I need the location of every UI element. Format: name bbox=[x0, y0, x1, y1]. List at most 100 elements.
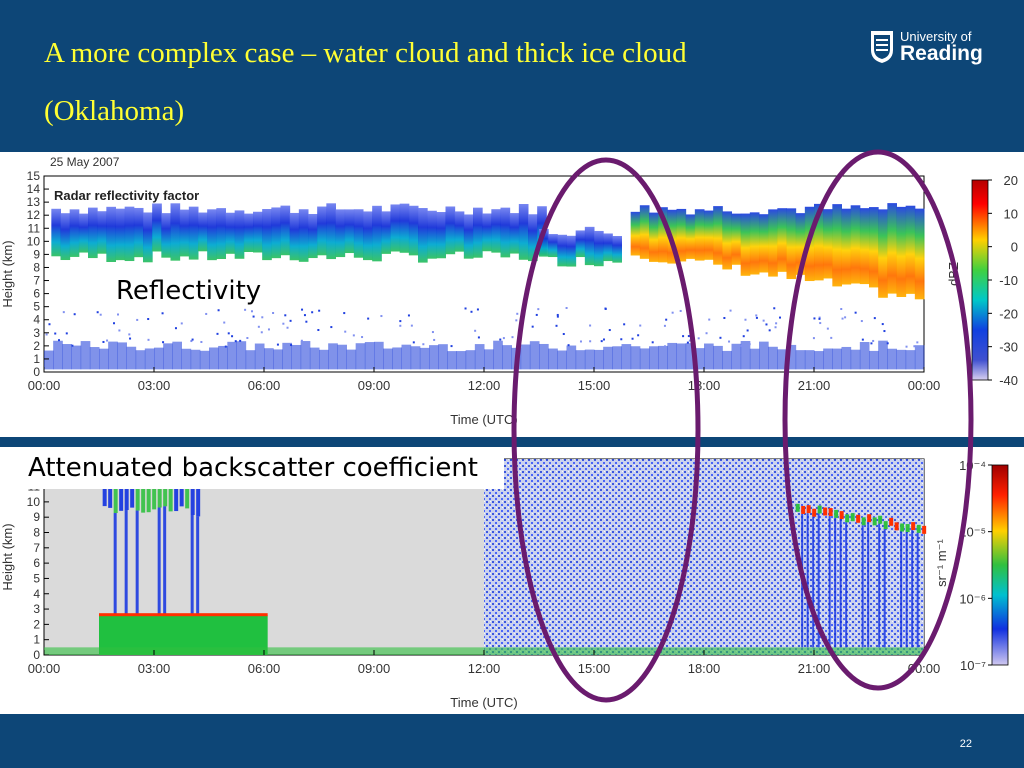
radar-cloud-cell bbox=[841, 346, 852, 370]
lidar-fall-streak bbox=[861, 525, 864, 648]
radar-clutter-point bbox=[147, 338, 150, 341]
y-tick-label: 5 bbox=[33, 300, 40, 314]
lidar-ice-top bbox=[878, 515, 883, 524]
radar-clutter-point bbox=[697, 337, 700, 340]
radar-clutter-point bbox=[96, 311, 99, 314]
radar-cloud-cell bbox=[676, 343, 687, 370]
radar-clutter-point bbox=[380, 315, 383, 318]
radar-cloud-cell bbox=[905, 350, 916, 370]
radar-clutter-point bbox=[516, 312, 519, 315]
x-tick-label: 03:00 bbox=[138, 378, 171, 393]
radar-cloud-cell bbox=[117, 342, 127, 370]
radar-clutter-point bbox=[260, 331, 263, 334]
backscatter-label: Attenuated backscatter coefficient bbox=[22, 447, 504, 489]
lidar-ice-cell bbox=[163, 474, 168, 507]
lidar-ice-top bbox=[795, 503, 800, 512]
radar-clutter-point bbox=[73, 313, 76, 316]
radar-clutter-point bbox=[671, 311, 674, 314]
radar-cloud-cell bbox=[731, 213, 742, 265]
radar-cloud-cell bbox=[326, 203, 336, 260]
radar-cloud-cell bbox=[804, 350, 815, 370]
radar-cloud-cell bbox=[759, 341, 769, 370]
radar-cloud-cell bbox=[502, 345, 512, 370]
radar-cloud-cell bbox=[319, 349, 329, 370]
x-tick-label: 15:00 bbox=[578, 378, 611, 393]
radar-cloud-cell bbox=[463, 214, 474, 259]
radar-clutter-point bbox=[687, 335, 690, 338]
radar-cloud-cell bbox=[133, 207, 144, 258]
radar-clutter-point bbox=[305, 320, 308, 323]
radar-clutter-point bbox=[433, 338, 436, 341]
radar-clutter-point bbox=[916, 341, 919, 344]
page-number: 22 bbox=[959, 738, 972, 750]
lidar-ice-top bbox=[834, 509, 839, 518]
radar-cloud-cell bbox=[914, 345, 925, 370]
radar-clutter-point bbox=[216, 332, 219, 335]
radar-cloud-cell bbox=[152, 203, 162, 252]
radar-cloud-cell bbox=[832, 348, 842, 370]
lidar-ice-cell bbox=[185, 479, 190, 509]
radar-clutter-point bbox=[239, 339, 242, 342]
radar-clutter-point bbox=[244, 308, 247, 311]
lidar-streak bbox=[163, 506, 167, 616]
radar-cloud-cell bbox=[346, 349, 357, 370]
colorbar-tick-label: 10⁻⁶ bbox=[959, 591, 986, 606]
y-tick-label: 0 bbox=[33, 365, 40, 379]
y-tick-label: 11 bbox=[28, 221, 41, 235]
lidar-ice-top bbox=[828, 508, 833, 517]
lidar-ice-cell bbox=[157, 480, 162, 508]
radar-cloud-cell bbox=[69, 209, 80, 257]
radar-cloud-cell bbox=[291, 344, 302, 370]
lidar-ice-top bbox=[867, 514, 872, 523]
y-tick-label: 12 bbox=[27, 208, 41, 222]
radar-clutter-point bbox=[224, 345, 227, 348]
lidar-ice-cell bbox=[196, 475, 201, 517]
radar-clutter-point bbox=[608, 329, 611, 332]
radar-cloud-cell bbox=[427, 210, 437, 259]
radar-cloud-cell bbox=[374, 341, 384, 370]
radar-cloud-cell bbox=[584, 226, 595, 266]
radar-clutter-point bbox=[276, 343, 279, 346]
radar-clutter-point bbox=[744, 318, 747, 321]
radar-clutter-point bbox=[556, 313, 559, 316]
colorbar-tick-label: 10 bbox=[1004, 206, 1018, 221]
radar-date: 25 May 2007 bbox=[50, 155, 120, 169]
lidar-ice-cell bbox=[179, 477, 184, 507]
radar-clutter-point bbox=[665, 318, 668, 321]
radar-colorbar bbox=[971, 179, 989, 381]
colorbar-tick-label: -30 bbox=[999, 340, 1018, 355]
radar-clutter-point bbox=[565, 306, 568, 309]
lidar-ice-cell bbox=[102, 479, 107, 507]
radar-cloud-cell bbox=[429, 345, 439, 370]
radar-clutter-point bbox=[343, 312, 346, 315]
lidar-ice-top bbox=[889, 517, 894, 526]
radar-cloud-cell bbox=[878, 340, 888, 370]
radar-clutter-point bbox=[742, 335, 745, 338]
lidar-ice-top bbox=[812, 508, 817, 517]
radar-cloud-cell bbox=[896, 349, 907, 370]
radar-cloud-cell bbox=[548, 234, 558, 258]
radar-cloud-cell bbox=[713, 345, 723, 370]
lidar-ice-cell bbox=[135, 476, 140, 511]
lidar-x-axis-label: Time (UTC) bbox=[450, 695, 517, 710]
x-tick-label: 18:00 bbox=[688, 378, 721, 393]
lidar-ice-cell bbox=[119, 482, 124, 511]
radar-cloud-cell bbox=[823, 209, 833, 279]
y-tick-label: 15 bbox=[27, 169, 41, 183]
lidar-ice-top bbox=[911, 522, 916, 531]
radar-cloud-cell bbox=[254, 343, 265, 370]
radar-clutter-point bbox=[367, 317, 370, 320]
radar-cloud-cell bbox=[859, 208, 870, 285]
radar-clutter-point bbox=[282, 322, 285, 325]
y-tick-label: 7 bbox=[33, 541, 40, 555]
radar-cloud-cell bbox=[539, 343, 549, 370]
radar-clutter-point bbox=[589, 340, 592, 343]
x-tick-label: 00:00 bbox=[908, 661, 941, 676]
radar-clutter-point bbox=[600, 340, 603, 343]
lidar-fall-streak bbox=[801, 513, 804, 648]
radar-cloud-cell bbox=[289, 212, 300, 261]
radar-cloud-cell bbox=[188, 206, 199, 260]
lidar-colorbar bbox=[991, 464, 1009, 666]
